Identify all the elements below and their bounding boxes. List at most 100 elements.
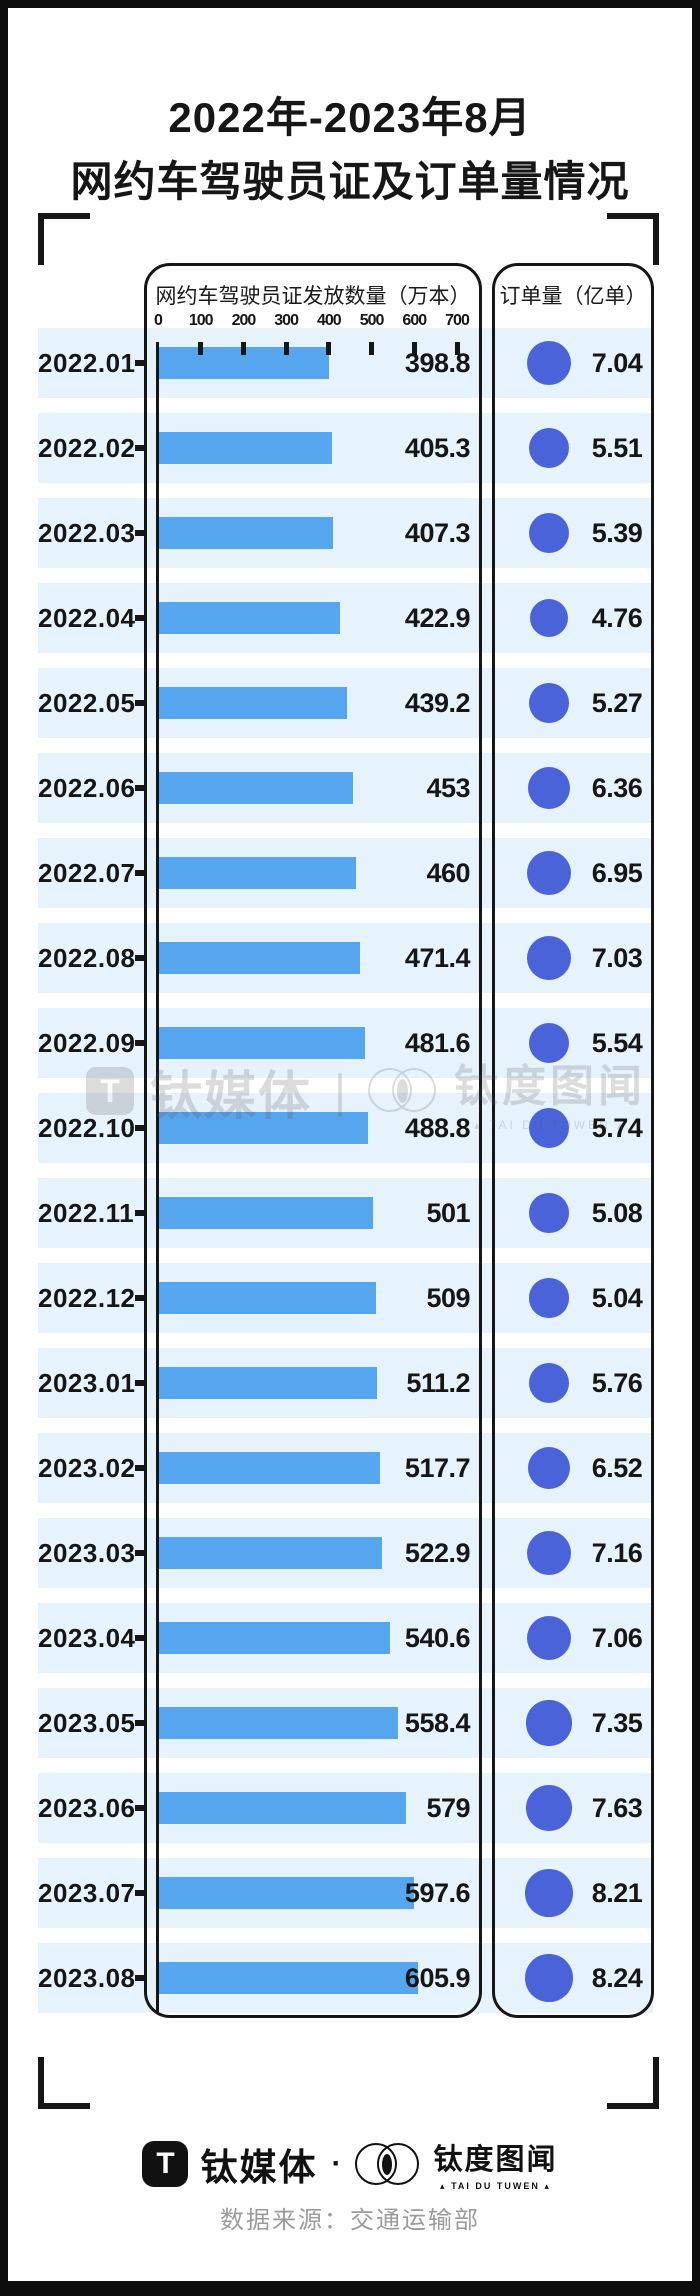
- x-axis-tick-mark: [240, 342, 246, 355]
- month-label: 2023.08: [38, 1963, 136, 1993]
- month-label: 2023.03: [38, 1538, 136, 1568]
- certificates-bar: [159, 1622, 390, 1654]
- month-label: 2023.04: [38, 1623, 136, 1653]
- month-label: 2022.02: [38, 433, 136, 463]
- certificates-panel-header: 网约车驾驶员证发放数量（万本）: [155, 285, 471, 308]
- category-tick-mark: [135, 1635, 146, 1641]
- x-axis-baseline: [156, 342, 159, 2013]
- orders-dot: [528, 427, 570, 469]
- orders-dot: [528, 1107, 570, 1149]
- footer-brand-caption: ▴ TAI DU TUWEN ▴: [440, 2181, 551, 2191]
- month-label: 2023.01: [38, 1368, 136, 1398]
- month-label: 2023.07: [38, 1878, 136, 1908]
- title-line-1: 2022年-2023年8月: [168, 94, 532, 141]
- corner-bracket-top-right: [607, 213, 659, 265]
- orders-value-label: 8.21: [591, 1878, 643, 1908]
- chart-row: 2023.03 522.9 7.16: [38, 1518, 653, 1588]
- certificates-panel-border: [144, 263, 482, 2018]
- month-label: 2022.01: [38, 348, 136, 378]
- certificates-value-label: 405.3: [404, 433, 471, 463]
- x-axis-tick-label: 500: [359, 312, 385, 329]
- footer-brand-taidu-tuwen: 钛度图闻: [433, 2144, 558, 2176]
- x-axis-tick-label: 400: [316, 312, 342, 329]
- category-tick-mark: [135, 1720, 146, 1726]
- orders-value-label: 7.63: [591, 1793, 643, 1823]
- chart-row: 2022.06 453 6.36: [38, 753, 653, 823]
- category-tick-mark: [135, 530, 146, 536]
- taidu-tuwen-logo-icon: [355, 2141, 421, 2187]
- corner-bracket-bottom-left: [38, 2057, 90, 2109]
- chart-row: 2022.02 405.3 5.51: [38, 413, 653, 483]
- orders-value-label: 5.39: [591, 518, 643, 548]
- certificates-bar: [159, 687, 347, 719]
- certificates-value-label: 481.6: [404, 1028, 471, 1058]
- orders-dot: [527, 766, 571, 810]
- orders-value-label: 7.35: [591, 1708, 643, 1738]
- x-axis-tick-mark: [326, 342, 332, 355]
- chart-row: 2022.03 407.3 5.39: [38, 498, 653, 568]
- certificates-bar: [159, 1027, 365, 1059]
- orders-dot: [526, 1785, 572, 1831]
- certificates-bar: [159, 1877, 415, 1909]
- certificates-bar: [159, 1792, 407, 1824]
- orders-value-label: 7.03: [591, 943, 643, 973]
- month-label: 2022.09: [38, 1028, 136, 1058]
- category-tick-mark: [135, 785, 146, 791]
- orders-dot: [529, 683, 569, 723]
- x-axis-tick-label: 100: [188, 312, 214, 329]
- category-tick-mark: [135, 360, 146, 366]
- orders-value-label: 7.04: [591, 348, 643, 378]
- orders-value-label: 5.04: [591, 1283, 643, 1313]
- orders-value-label: 6.36: [591, 773, 643, 803]
- month-label: 2023.05: [38, 1708, 136, 1738]
- x-axis-tick-mark: [454, 342, 460, 355]
- chart-row: 2023.06 579 7.63: [38, 1773, 653, 1843]
- chart-row: 2022.08 471.4 7.03: [38, 923, 653, 993]
- chart-row: 2023.02 517.7 6.52: [38, 1433, 653, 1503]
- orders-dot: [525, 1954, 573, 2002]
- orders-value-label: 8.24: [591, 1963, 643, 1993]
- orders-value-label: 6.95: [591, 858, 643, 888]
- chart-row: 2022.10 488.8 5.74: [38, 1093, 653, 1163]
- certificates-value-label: 509: [426, 1283, 470, 1313]
- month-label: 2022.10: [38, 1113, 136, 1143]
- footer-brand-tmtpost: 钛媒体: [200, 2147, 318, 2188]
- tmtpost-logo-icon: T: [142, 2141, 189, 2187]
- orders-value-label: 5.54: [591, 1028, 643, 1058]
- certificates-bar: [159, 1537, 383, 1569]
- chart-row: 2023.01 511.2 5.76: [38, 1348, 653, 1418]
- certificates-bar: [159, 432, 333, 464]
- month-label: 2022.06: [38, 773, 136, 803]
- orders-dot: [525, 1869, 573, 1917]
- title-line-2: 网约车驾驶员证及订单量情况: [70, 158, 630, 205]
- certificates-bar: [159, 1367, 378, 1399]
- month-label: 2022.03: [38, 518, 136, 548]
- orders-panel-header: 订单量（亿单）: [499, 285, 647, 308]
- category-tick-mark: [135, 1040, 146, 1046]
- orders-dot: [526, 340, 572, 386]
- certificates-value-label: 488.8: [404, 1113, 471, 1143]
- category-tick-mark: [135, 870, 146, 876]
- orders-value-label: 5.27: [591, 688, 643, 718]
- corner-bracket-bottom-right: [607, 2057, 659, 2109]
- orders-value-label: 7.06: [591, 1623, 643, 1653]
- certificates-bar: [159, 517, 333, 549]
- category-tick-mark: [135, 615, 146, 621]
- x-axis-tick-mark: [411, 342, 417, 355]
- corner-bracket-top-left: [38, 213, 90, 265]
- category-tick-mark: [135, 1805, 146, 1811]
- certificates-bar: [159, 772, 353, 804]
- category-tick-mark: [135, 1380, 146, 1386]
- certificates-bar: [159, 857, 356, 889]
- category-tick-mark: [135, 1295, 146, 1301]
- certificates-value-label: 558.4: [404, 1708, 471, 1738]
- chart-row: 2022.11 501 5.08: [38, 1178, 653, 1248]
- orders-dot: [528, 1022, 570, 1064]
- certificates-value-label: 540.6: [404, 1623, 471, 1653]
- chart-row: 2022.12 509 5.04: [38, 1263, 653, 1333]
- orders-value-label: 6.52: [591, 1453, 643, 1483]
- orders-value-label: 7.16: [591, 1538, 643, 1568]
- chart-row: 2022.05 439.2 5.27: [38, 668, 653, 738]
- category-tick-mark: [135, 1550, 146, 1556]
- orders-dot: [529, 1193, 569, 1233]
